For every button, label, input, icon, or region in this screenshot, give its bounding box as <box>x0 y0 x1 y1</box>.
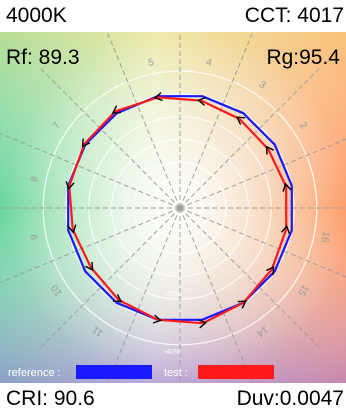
shift-arrow-bin-7 <box>81 138 91 148</box>
series-reference-line <box>67 95 293 321</box>
shift-arrow-bin-3 <box>235 116 246 125</box>
ring-labels: -20% -40% <box>164 291 180 356</box>
bin-label-4: 4 <box>205 57 213 69</box>
grid-spoke-2 <box>179 138 346 209</box>
bin-label-2: 2 <box>297 120 309 131</box>
grid-spoke-14 <box>179 207 253 383</box>
grid-ring-2 <box>133 161 227 255</box>
grid-spoke-7 <box>38 66 181 209</box>
header-row: 4000K CCT: 4017 <box>0 0 346 32</box>
bin-label-16: 16 <box>319 230 332 243</box>
grid-spoke-16 <box>179 207 346 278</box>
series-layer <box>65 92 293 329</box>
grid-spoke-15 <box>179 207 322 350</box>
shift-arrow-bin-10 <box>85 261 94 272</box>
shift-arrow-bin-6 <box>111 105 121 114</box>
legend: reference : test : <box>8 365 274 379</box>
shift-arrow-bin-5 <box>153 92 163 102</box>
series-test-line <box>68 96 288 325</box>
legend-test-label: test : <box>164 367 188 379</box>
shift-arrow-bin-1 <box>282 182 292 192</box>
grid-spoke-12 <box>107 207 181 383</box>
ring-label-1: -20% <box>164 291 180 298</box>
shift-arrow-bin-16 <box>280 224 291 235</box>
cct-nominal-label: 4000K <box>6 4 67 27</box>
grid-spoke-4 <box>179 32 254 209</box>
shift-arrow-bin-12 <box>152 314 163 324</box>
grid-spoke-8 <box>0 132 181 209</box>
shift-arrow-bin-4 <box>197 96 207 106</box>
cct-measured-label: CCT: 4017 <box>244 4 344 27</box>
shift-arrow-bin-15 <box>266 265 275 276</box>
ring-label-2: -40% <box>164 349 180 356</box>
bin-label-3: 3 <box>257 79 268 91</box>
shift-arrow-bin-13 <box>197 319 208 329</box>
footer-row: CRI: 90.6 Duv:0.0047 <box>0 383 346 415</box>
grid-spoke-6 <box>106 32 181 209</box>
rf-value: Rf: 89.3 <box>6 46 80 69</box>
shift-arrow-bin-14 <box>237 300 247 309</box>
shift-arrow-bin-2 <box>265 145 275 155</box>
shift-arrow-bin-11 <box>112 294 123 303</box>
bin-label-7: 7 <box>51 120 63 131</box>
duv-value: Duv:0.0047 <box>236 387 344 410</box>
legend-test-swatch <box>198 365 274 379</box>
shift-arrow-bin-9 <box>67 224 77 234</box>
rg-value: Rg:95.4 <box>266 46 340 69</box>
bin-label-5: 5 <box>147 57 155 69</box>
grid-ring-centre <box>172 200 188 216</box>
legend-reference-swatch <box>76 365 152 379</box>
shift-arrow-bin-8 <box>65 181 75 191</box>
grid-spoke-10 <box>0 207 181 284</box>
bin-label-9: 9 <box>29 233 41 241</box>
legend-reference-label: reference : <box>8 367 61 379</box>
grid-ring-1 <box>156 184 204 232</box>
grid-spokes <box>0 32 346 383</box>
cri-value: CRI: 90.6 <box>6 387 95 410</box>
grid-spoke-3 <box>179 66 322 209</box>
bin-label-8: 8 <box>29 175 41 183</box>
grid-spoke-11 <box>38 207 181 350</box>
